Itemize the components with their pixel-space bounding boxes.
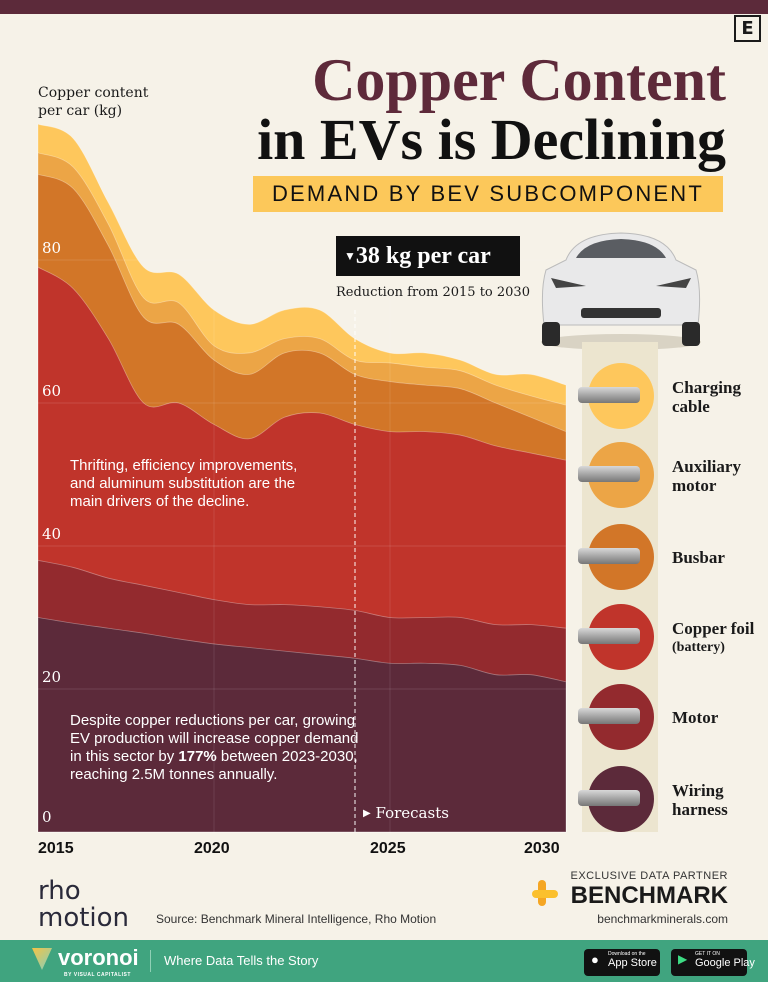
demand-annotation: Despite copper reductions per car, growi… [70,712,360,784]
legend-label-line1: Copper foil [672,619,755,638]
partner-label: EXCLUSIVE DATA PARTNER [570,870,728,882]
benchmark-url[interactable]: benchmarkminerals.com [597,912,728,926]
reduction-caption: Reduction from 2015 to 2030 [336,285,530,300]
reduction-badge: ▼38 kg per car [336,236,520,276]
apple-icon: ● [591,952,599,967]
legend-label-line2: motor [672,476,717,495]
legend-label: Busbar [672,548,725,567]
auxiliary-motor-icon [578,442,654,508]
motor-icon [578,684,654,750]
y-axis-label: Copper content per car (kg) [38,85,149,119]
y-tick-80: 80 [42,239,62,257]
play-store-icon: ▶ [678,952,688,966]
app-store-label: App Store [608,957,657,969]
play-triangle-icon: ▶ [363,808,371,819]
google-small: GET IT ON [695,951,720,957]
app-store-small: Download on the [608,951,646,957]
car-image [541,232,701,350]
legend-label-line1: Busbar [672,548,725,567]
area-wiring-harness [37,617,567,833]
title-line-1: Copper Content [312,47,726,113]
top-bar [0,0,768,14]
y-tick-40: 40 [42,525,62,543]
busbar-icon [578,524,654,590]
wiring-harness-icon [578,766,654,832]
visual-capitalist-text: BY VISUAL CAPITALIST [64,972,131,978]
legend-label-line2: (battery) [672,640,725,655]
legend-label: Charging cable [672,378,741,416]
x-tick-2030: 2030 [524,840,560,857]
legend-label: Auxiliary motor [672,457,741,495]
demand-percent: 177% [178,748,217,765]
charging-cable-icon [578,363,654,429]
demand-text: Despite copper reductions per car, growi… [70,712,359,765]
legend-label-line1: Charging [672,378,741,397]
y-tick-0: 0 [42,808,52,826]
google-label: Google Play [695,957,755,969]
legend-label-line2: harness [672,800,728,819]
demand-text-end: between 2023-2030, reaching 2.5M tonnes … [70,748,358,783]
legend-label: Copper foil (battery) [672,619,754,657]
y-tick-20: 20 [42,668,62,686]
x-tick-2025: 2025 [370,840,406,857]
x-tick-2020: 2020 [194,840,230,857]
publisher-logo: E [734,15,761,42]
legend-label-line1: Wiring [672,781,724,800]
rho-motion-logo: rho motion [38,878,148,932]
legend-label-line1: Auxiliary [672,457,741,476]
rho-motion-text: rho motion [38,876,130,933]
title-line-2: in EVs is Declining [257,107,726,172]
drivers-annotation: Thrifting, efficiency improvements, and … [70,457,298,510]
legend-label-line1: Motor [672,708,719,727]
source-note: Source: Benchmark Mineral Intelligence, … [156,912,437,926]
legend-label: Wiring harness [672,781,728,819]
benchmark-logo-icon [532,880,560,906]
tagline: Where Data Tells the Story [164,953,319,968]
copper-foil-icon [578,604,654,670]
reduction-value: 38 kg per car [355,243,491,269]
legend-label: Motor [672,708,718,727]
y-tick-60: 60 [42,382,62,400]
forecast-label: ▶ Forecasts [363,804,449,822]
app-store-button[interactable]: ● Download on the App Store [584,949,660,976]
benchmark-logo: BENCHMARK [570,882,728,909]
x-tick-2015: 2015 [38,840,74,857]
down-triangle-icon: ▼ [344,249,356,263]
subtitle: DEMAND BY BEV SUBCOMPONENT [253,176,723,212]
forecast-text: Forecasts [375,804,449,822]
google-play-button[interactable]: ▶ GET IT ON Google Play [671,949,755,976]
legend-label-line2: cable [672,397,710,416]
voronoi-logo: voronoi [58,945,139,970]
divider [150,950,151,972]
